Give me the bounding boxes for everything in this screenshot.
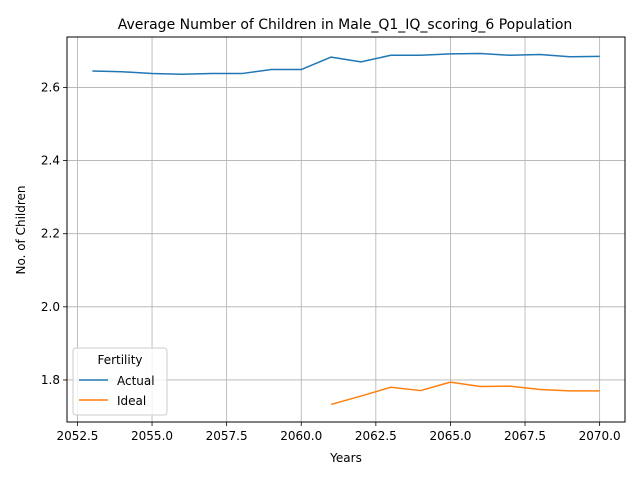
x-tick-label: 2060.0 [280,429,322,443]
x-tick-label: 2067.5 [504,429,546,443]
legend: Fertility Actual Ideal [72,347,168,416]
y-tick-label: 2.4 [41,154,60,168]
x-tick-label: 2057.5 [206,429,248,443]
y-tick-label: 1.8 [41,373,60,387]
y-axis-label: No. of Children [14,185,28,274]
x-axis-ticks: 2052.5 2055.0 2057.5 2060.0 2062.5 2065.0 2067… [56,422,621,443]
y-tick-label: 2.6 [41,80,60,94]
x-tick-label: 2070.0 [579,429,621,443]
series-line-actual [92,52,600,76]
grid [67,37,625,422]
y-axis-ticks: 1.8 2.0 2.2 2.4 2.6 [41,80,67,387]
x-tick-label: 2062.5 [355,429,397,443]
series-lines [92,52,600,406]
plot-area-frame [66,36,626,423]
x-tick-label: 2065.0 [429,429,471,443]
y-tick-label: 2.2 [41,227,60,241]
x-tick-label: 2055.0 [131,429,173,443]
legend-label-ideal: Ideal [117,394,146,408]
series-line-ideal [330,381,600,406]
legend-title: Fertility [97,353,142,367]
legend-label-actual: Actual [117,374,155,388]
legend-box [72,347,168,416]
x-tick-label: 2052.5 [56,429,98,443]
chart-title: Average Number of Children in Male_Q1_IQ… [118,17,573,33]
y-tick-label: 2.0 [41,300,60,314]
x-axis-label: Years [329,451,362,465]
